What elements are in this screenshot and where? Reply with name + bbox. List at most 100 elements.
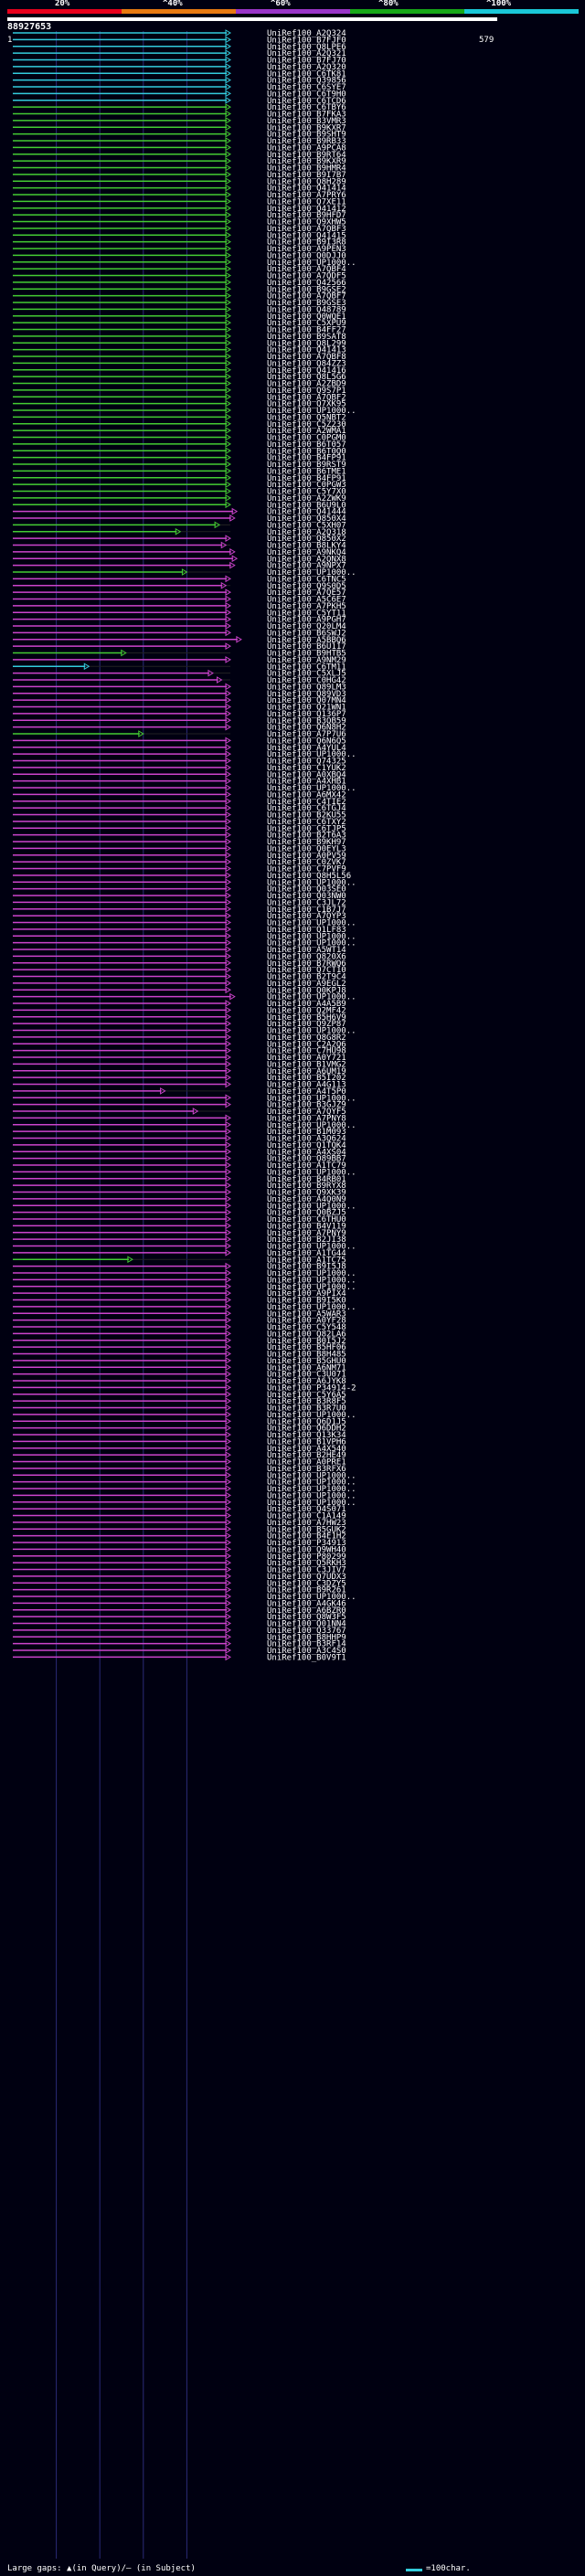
hit-row[interactable]: UniRef100_B8H485 — [13, 1351, 346, 1360]
hit-row[interactable]: UniRef100_B9GSE2 — [13, 285, 346, 294]
hit-row[interactable]: UniRef100_A7QYP3 — [13, 912, 346, 921]
hit-label[interactable]: UniRef100_A4Q0N9 — [267, 1195, 346, 1204]
hit-label[interactable]: UniRef100_A7HW23 — [267, 1519, 346, 1528]
hit-row[interactable]: UniRef100_UP1000.. — [13, 1411, 356, 1420]
hit-label[interactable]: UniRef100_A0Y721 — [267, 1054, 346, 1063]
hit-row[interactable]: UniRef100_Q0KPJ8 — [13, 986, 346, 995]
hit-row[interactable]: UniRef100_Q2MF42 — [13, 1006, 346, 1015]
hit-label[interactable]: UniRef100_Q9WH40 — [267, 1545, 346, 1554]
hit-label[interactable]: UniRef100_B5HF06 — [267, 1343, 346, 1352]
hit-row[interactable]: UniRef100_C3JIV7 — [13, 1566, 346, 1575]
hit-label[interactable]: UniRef100_A9EGL2 — [267, 980, 346, 989]
hit-label[interactable]: UniRef100_Q6N6Q5 — [267, 737, 346, 746]
hit-label[interactable]: UniRef100_A6BZR0 — [267, 1606, 346, 1616]
hit-label[interactable]: UniRef100_B2JI38 — [267, 1235, 346, 1245]
hit-label[interactable]: UniRef100_UP1000.. — [267, 939, 356, 949]
hit-row[interactable]: UniRef100_B3RFX6 — [13, 1465, 346, 1474]
hit-label[interactable]: UniRef100_B7RWQ6 — [267, 959, 346, 969]
hit-row[interactable]: UniRef100_Q850X2 — [13, 535, 346, 544]
hit-row[interactable]: UniRef100_A7PKH5 — [13, 602, 346, 611]
hit-label[interactable]: UniRef100_Q42566 — [267, 279, 346, 288]
hit-row[interactable]: UniRef100_B4RB01 — [13, 1175, 346, 1184]
hit-row[interactable]: UniRef100_A7P7U6 — [13, 730, 346, 739]
hit-label[interactable]: UniRef100_C6TNC5 — [267, 575, 346, 584]
hit-row[interactable]: UniRef100_Q8H5L56 — [13, 872, 351, 881]
hit-label[interactable]: UniRef100_UP1000.. — [267, 1593, 356, 1602]
hit-label[interactable]: UniRef100_B5GUK2 — [267, 1525, 346, 1534]
hit-row[interactable]: UniRef100_B3QB59 — [13, 716, 346, 726]
hit-label[interactable]: UniRef100_A5C6E7 — [267, 596, 346, 605]
hit-row[interactable]: UniRef100_Q9ZP87 — [13, 1020, 346, 1029]
hit-row[interactable]: UniRef100_UP1000.. — [13, 1471, 356, 1480]
hit-row[interactable]: UniRef100_B3R7U0 — [13, 1405, 346, 1414]
hit-label[interactable]: UniRef100_C1A149 — [267, 1512, 346, 1521]
hit-row[interactable]: UniRef100_Q7XK95 — [13, 400, 346, 409]
hit-label[interactable]: UniRef100_A5WAR3 — [267, 1309, 346, 1319]
hit-row[interactable]: UniRef100_A1TG44 — [13, 1249, 346, 1258]
hit-label[interactable]: UniRef100_UP1000.. — [267, 1485, 356, 1494]
hit-row[interactable]: UniRef100_A7QE57 — [13, 588, 346, 598]
hit-label[interactable]: UniRef100_B4FP91 — [267, 474, 346, 483]
hit-row[interactable]: UniRef100_B9GSE3 — [13, 299, 346, 308]
hit-row[interactable]: UniRef100_C6TJP5 — [13, 824, 346, 833]
hit-label[interactable]: UniRef100_A2Q318 — [267, 528, 346, 537]
hit-row[interactable]: UniRef100_C5XPU9 — [13, 319, 346, 328]
hit-label[interactable]: UniRef100_C6TK81 — [267, 69, 346, 79]
hit-row[interactable]: UniRef100_Q820X6 — [13, 952, 346, 961]
hit-row[interactable]: UniRef100_UP1000.. — [13, 932, 356, 941]
hit-row[interactable]: UniRef100_C6TBY6 — [13, 103, 346, 112]
hit-row[interactable]: UniRef100_A2Q320 — [13, 63, 346, 72]
hit-row[interactable]: UniRef100_Q8G8R2 — [13, 1034, 346, 1043]
hit-row[interactable]: UniRef100_A5C6E7 — [13, 596, 346, 605]
hit-row[interactable]: UniRef100_C6TCD6 — [13, 97, 346, 106]
hit-row[interactable]: UniRef100_Q9XHW5 — [13, 218, 346, 228]
hit-label[interactable]: UniRef100_UP1000.. — [267, 1411, 356, 1420]
hit-label[interactable]: UniRef100_B6TME1 — [267, 467, 346, 476]
hit-label[interactable]: UniRef100_C6TCD6 — [267, 97, 346, 106]
hit-label[interactable]: UniRef100_B9HFD7 — [267, 211, 346, 220]
hit-label[interactable]: UniRef100_B6SWJ2 — [267, 629, 346, 638]
hit-row[interactable]: UniRef100_C7PVF9 — [13, 865, 346, 875]
hit-row[interactable]: UniRef100_Q07MN4 — [13, 696, 346, 705]
hit-row[interactable]: UniRef100_B3VMR3 — [13, 117, 346, 126]
hit-row[interactable]: UniRef100_B7FKA3 — [13, 111, 346, 120]
hit-label[interactable]: UniRef100_Q13K34 — [267, 1431, 346, 1440]
hit-row[interactable]: UniRef100_B4V119 — [13, 1222, 346, 1231]
hit-label[interactable]: UniRef100_B1M093 — [267, 1128, 346, 1137]
hit-row[interactable]: UniRef100_Q7UDX3 — [13, 1573, 346, 1582]
hit-row[interactable]: UniRef100_A1TC79 — [13, 1161, 346, 1171]
hit-label[interactable]: UniRef100_B9KXR7 — [267, 123, 346, 133]
hit-row[interactable]: UniRef100_A3C4S0 — [13, 1647, 346, 1656]
hit-row[interactable]: UniRef100_B5GUK2 — [13, 1525, 346, 1534]
hit-label[interactable]: UniRef100_B9SAT8 — [267, 333, 346, 342]
hit-label[interactable]: UniRef100_C5Y7X0 — [267, 488, 346, 497]
hit-label[interactable]: UniRef100_UP1000.. — [267, 1094, 356, 1103]
hit-label[interactable]: UniRef100_A9PIX4 — [267, 1289, 346, 1299]
hit-label[interactable]: UniRef100_Q9S7P1 — [267, 387, 346, 396]
hit-row[interactable]: UniRef100_Q48789 — [13, 305, 346, 314]
hit-row[interactable]: UniRef100_Q03SE0 — [13, 885, 346, 895]
hit-label[interactable]: UniRef100_Q0DJJ0 — [267, 251, 346, 260]
hit-row[interactable]: UniRef100_B4FP91 — [13, 474, 346, 483]
hit-label[interactable]: UniRef100_UP1000.. — [267, 259, 356, 268]
hit-row[interactable]: UniRef100_A4X540 — [13, 1445, 346, 1454]
hit-row[interactable]: UniRef100_B1VMG2 — [13, 1060, 346, 1069]
hit-label[interactable]: UniRef100_A4G113 — [267, 1081, 346, 1090]
hit-row[interactable]: UniRef100_B6T0Q0 — [13, 447, 346, 456]
hit-label[interactable]: UniRef100_Q48789 — [267, 305, 346, 314]
hit-row[interactable]: UniRef100_B5HF06 — [13, 1343, 346, 1352]
hit-row[interactable]: UniRef100_B9RYX8 — [13, 1182, 346, 1191]
hit-row[interactable]: UniRef100_UP1000.. — [13, 1283, 356, 1292]
hit-row[interactable]: UniRef100_A9PIX4 — [13, 1289, 346, 1299]
hit-label[interactable]: UniRef100_UP1000.. — [267, 1479, 356, 1488]
hit-label[interactable]: UniRef100_A5WT14 — [267, 946, 346, 955]
hit-row[interactable]: UniRef100_C3U071 — [13, 1371, 346, 1380]
hit-label[interactable]: UniRef100_Q8L299 — [267, 339, 346, 348]
hit-row[interactable]: UniRef100_B6T057 — [13, 440, 346, 450]
hit-label[interactable]: UniRef100_Q0BZJ5 — [267, 1209, 346, 1218]
hit-label[interactable]: UniRef100_Q8G8R2 — [267, 1034, 346, 1043]
hit-row[interactable]: UniRef100_UP1000.. — [13, 993, 356, 1002]
hit-label[interactable]: UniRef100_P34913 — [267, 1539, 346, 1548]
hit-row[interactable]: UniRef100_UP1000.. — [13, 1303, 356, 1312]
hit-row[interactable]: UniRef100_Q9S0D5 — [13, 582, 346, 591]
